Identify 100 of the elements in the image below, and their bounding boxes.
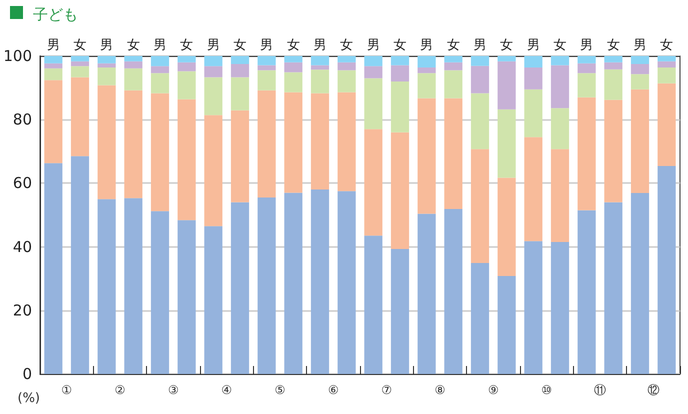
- y-tick-label: 60: [12, 174, 32, 192]
- bar: [204, 226, 222, 374]
- bar: [444, 70, 462, 98]
- bar: [124, 61, 142, 68]
- text: ⑥: [328, 383, 339, 397]
- bar: [524, 241, 542, 374]
- x-tick-label: 女: [500, 38, 514, 53]
- bar: [498, 109, 516, 178]
- bar: [390, 56, 410, 66]
- text: ⑤: [274, 383, 286, 397]
- bar: [470, 66, 490, 94]
- bar: [70, 77, 90, 156]
- bar: [498, 56, 516, 62]
- bar: [470, 93, 490, 150]
- bar: [150, 66, 170, 74]
- bar: [70, 156, 90, 374]
- bar: [550, 108, 570, 150]
- bar: [124, 198, 142, 374]
- bar: [550, 149, 570, 242]
- bar: [630, 64, 650, 74]
- bar: [630, 193, 650, 374]
- bar: [150, 211, 170, 374]
- bar: [524, 137, 542, 242]
- bar: [258, 70, 276, 90]
- x-tick-label: 女: [394, 38, 406, 53]
- bar: [178, 220, 196, 374]
- x-tick-label: 男: [526, 38, 540, 53]
- y-tick-label: 80: [12, 110, 32, 129]
- x-tick-label: 男: [46, 38, 60, 53]
- bar: [178, 56, 196, 62]
- bar: [150, 93, 170, 212]
- x-tick-label: 女: [74, 38, 86, 53]
- x-tick-label: 女: [554, 38, 566, 53]
- bar: [284, 92, 302, 193]
- x-tick-label: 男: [580, 38, 594, 53]
- bar: [604, 56, 622, 62]
- text: ⑨: [488, 383, 499, 397]
- bar: [310, 93, 330, 190]
- text: ③: [168, 383, 179, 397]
- bar: [178, 62, 196, 72]
- bar: [418, 214, 436, 374]
- text: ⑩: [541, 383, 552, 397]
- text: ②: [114, 383, 126, 397]
- bar: [70, 61, 90, 66]
- bar: [338, 56, 356, 62]
- bar: [418, 56, 436, 68]
- x-tick-label: 女: [126, 38, 140, 53]
- bar: [418, 98, 436, 214]
- bar: [44, 68, 62, 80]
- bar: [524, 89, 542, 138]
- bar: [524, 67, 542, 90]
- bar: [284, 72, 302, 92]
- bar: [338, 92, 356, 192]
- bar: [470, 149, 490, 264]
- bar: [230, 56, 250, 64]
- bar: [604, 202, 622, 374]
- bar: [550, 65, 570, 108]
- bar: [44, 63, 62, 68]
- bar: [444, 56, 462, 62]
- bar: [578, 63, 596, 74]
- bar: [444, 98, 462, 209]
- y-axis-title: (%): [18, 391, 40, 406]
- bar: [258, 198, 276, 374]
- bar: [258, 56, 276, 66]
- bar: [364, 66, 382, 78]
- bar: [258, 65, 276, 70]
- bar: [578, 97, 596, 210]
- x-tick-label: 男: [154, 38, 166, 53]
- bar: [550, 242, 570, 374]
- x-tick-label: 女: [446, 38, 460, 53]
- text: ⑧: [434, 383, 446, 397]
- bar: [470, 56, 490, 66]
- bar: [418, 73, 436, 98]
- bar: [150, 56, 170, 66]
- text: ⑪: [594, 383, 606, 397]
- bar: [44, 80, 62, 164]
- bar: [550, 56, 570, 66]
- bar: [630, 89, 650, 194]
- bar: [284, 62, 302, 72]
- bar: [604, 69, 622, 100]
- bar: [230, 110, 250, 202]
- bar: [204, 56, 222, 66]
- bar: [124, 56, 142, 62]
- bar: [498, 178, 516, 276]
- bar: [284, 56, 302, 62]
- bar: [258, 90, 276, 198]
- x-tick-label: 男: [206, 38, 220, 53]
- x-tick-label: 男: [260, 38, 274, 53]
- bar: [630, 74, 650, 90]
- bar: [658, 61, 676, 68]
- bar: [310, 70, 330, 94]
- bar: [230, 64, 250, 78]
- bar: [178, 71, 196, 100]
- bar: [364, 78, 382, 130]
- bar: [390, 249, 410, 374]
- bar: [444, 208, 462, 374]
- bar: [390, 81, 410, 132]
- x-tick-label: 女: [340, 38, 354, 53]
- bar: [658, 67, 676, 84]
- bar: [578, 210, 596, 374]
